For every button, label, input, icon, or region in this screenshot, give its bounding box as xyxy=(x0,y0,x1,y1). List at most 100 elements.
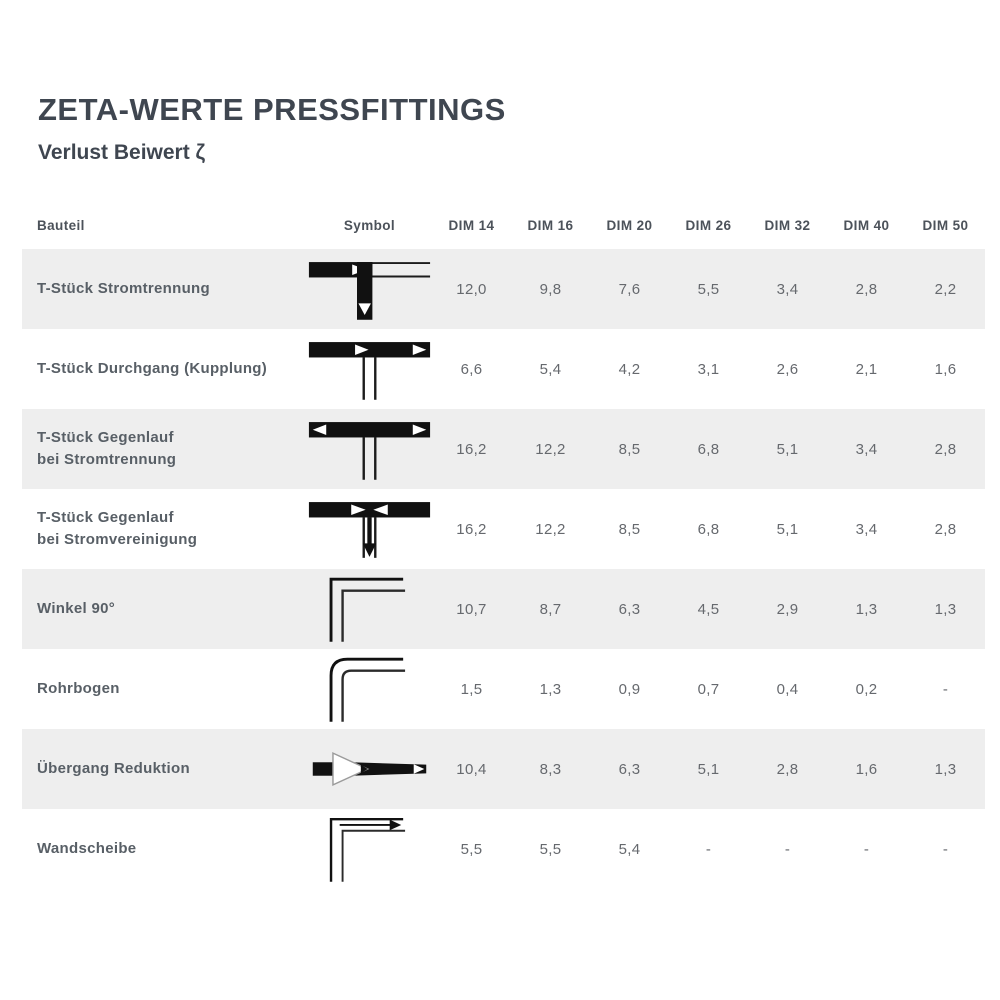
value-cell: 1,3 xyxy=(855,600,878,618)
tee-flow-split-icon xyxy=(308,262,431,320)
value-cell: 8,5 xyxy=(618,440,641,458)
column-header-dim-50: DIM 50 xyxy=(922,217,969,233)
value-cell: 16,2 xyxy=(456,520,487,538)
value-cell: 6,8 xyxy=(697,440,720,458)
table-row: Winkel 90° 10,7 8,7 6,3 4,5 2,9 1,3 1,3 xyxy=(22,569,985,649)
value-cell: 3,4 xyxy=(855,440,878,458)
value-cell: - xyxy=(705,840,712,858)
component-name: T-Stück Durchgang (Kupplung) xyxy=(37,360,268,378)
value-cell: 12,0 xyxy=(456,280,487,298)
pipe-bend-icon xyxy=(329,657,406,722)
table-row: T-Stück Stromtrennung 12,0 9,8 7,6 5,5 3,4 2,… xyxy=(22,249,985,329)
value-cell: 3,4 xyxy=(776,280,799,298)
page-header: ZETA-WERTE PRESSFITTINGS Verlust Beiwert… xyxy=(38,92,1000,165)
value-cell: 0,4 xyxy=(776,680,799,698)
value-cell: 5,4 xyxy=(618,840,641,858)
value-cell: 9,8 xyxy=(539,280,562,298)
table-body: T-Stück Stromtrennung 12,0 9,8 7,6 5,5 3,4 2,… xyxy=(22,249,985,889)
component-name: T-Stück Stromtrennung xyxy=(37,280,210,298)
page-title: ZETA-WERTE PRESSFITTINGS xyxy=(38,92,506,127)
value-cell: 0,7 xyxy=(697,680,720,698)
tee-counterflow-merge-icon xyxy=(308,502,431,558)
table-row: T-Stück Gegenlauf bei Stromtrennung 16,2… xyxy=(22,409,985,489)
value-cell: 6,3 xyxy=(618,600,641,618)
wall-plate-elbow-icon xyxy=(329,817,406,882)
page-subtitle: Verlust Beiwert ζ xyxy=(38,141,206,164)
value-cell: - xyxy=(784,840,791,858)
value-cell: 1,3 xyxy=(934,760,957,778)
column-header-dim-26: DIM 26 xyxy=(685,217,732,233)
table-row: T-Stück Durchgang (Kupplung) 6,6 5,4 4,2 3,… xyxy=(22,329,985,409)
column-header-dim-40: DIM 40 xyxy=(843,217,890,233)
column-header-symbol: Symbol xyxy=(343,217,396,233)
value-cell: 7,6 xyxy=(618,280,641,298)
table-header-row: Bauteil Symbol DIM 14 DIM 16 DIM 20 DIM 26 DIM… xyxy=(22,201,985,249)
value-cell: 1,6 xyxy=(934,360,957,378)
value-cell: 16,2 xyxy=(456,440,487,458)
zeta-values-table: Bauteil Symbol DIM 14 DIM 16 DIM 20 DIM 26 DIM… xyxy=(22,201,985,889)
value-cell: 2,8 xyxy=(934,520,957,538)
symbol-cell xyxy=(307,729,432,809)
symbol-cell xyxy=(307,409,432,489)
value-cell: 2,2 xyxy=(934,280,957,298)
value-cell: 3,4 xyxy=(855,520,878,538)
component-name: T-Stück Gegenlauf bei Stromvereinigung xyxy=(37,509,198,548)
value-cell: 4,5 xyxy=(697,600,720,618)
symbol-cell xyxy=(307,249,432,329)
value-cell: 5,5 xyxy=(460,840,483,858)
symbol-cell xyxy=(307,489,432,569)
tee-flow-through-icon xyxy=(308,342,431,400)
component-name: Übergang Reduktion xyxy=(37,760,190,778)
table-row: Übergang Reduktion 10,4 8,3 6,3 5,1 2,8 1,6 1,… xyxy=(22,729,985,809)
table-row: Rohrbogen 1,5 1,3 0,9 0,7 0,4 0,2 - xyxy=(22,649,985,729)
value-cell: 2,8 xyxy=(934,440,957,458)
value-cell: 6,8 xyxy=(697,520,720,538)
component-name: Wandscheibe xyxy=(37,840,137,858)
tee-counterflow-split-icon xyxy=(308,422,431,480)
value-cell: 0,9 xyxy=(618,680,641,698)
component-name: Rohrbogen xyxy=(37,680,120,698)
value-cell: - xyxy=(942,680,949,698)
value-cell: 5,4 xyxy=(539,360,562,378)
reducer-icon xyxy=(312,752,427,786)
component-name: Winkel 90° xyxy=(37,600,116,618)
value-cell: 8,7 xyxy=(539,600,562,618)
symbol-cell xyxy=(307,329,432,409)
value-cell: - xyxy=(863,840,870,858)
symbol-cell xyxy=(307,569,432,649)
elbow-90-icon xyxy=(329,577,406,642)
symbol-cell xyxy=(307,809,432,889)
value-cell: 2,8 xyxy=(855,280,878,298)
value-cell: 10,4 xyxy=(456,760,487,778)
value-cell: 2,8 xyxy=(776,760,799,778)
value-cell: 12,2 xyxy=(535,440,566,458)
column-header-dim-16: DIM 16 xyxy=(527,217,574,233)
value-cell: 8,5 xyxy=(618,520,641,538)
value-cell: - xyxy=(942,840,949,858)
value-cell: 2,1 xyxy=(855,360,878,378)
table-row: T-Stück Gegenlauf bei Stromvereinigung 1… xyxy=(22,489,985,569)
column-header-bauteil: Bauteil xyxy=(37,217,85,233)
column-header-dim-32: DIM 32 xyxy=(764,217,811,233)
value-cell: 5,1 xyxy=(776,520,799,538)
value-cell: 5,1 xyxy=(776,440,799,458)
value-cell: 5,5 xyxy=(697,280,720,298)
column-header-dim-14: DIM 14 xyxy=(448,217,495,233)
value-cell: 1,3 xyxy=(539,680,562,698)
value-cell: 6,3 xyxy=(618,760,641,778)
table-row: Wandscheibe 5,5 5,5 5,4 - - - - xyxy=(22,809,985,889)
value-cell: 2,9 xyxy=(776,600,799,618)
value-cell: 1,5 xyxy=(460,680,483,698)
value-cell: 4,2 xyxy=(618,360,641,378)
value-cell: 1,6 xyxy=(855,760,878,778)
value-cell: 5,1 xyxy=(697,760,720,778)
symbol-cell xyxy=(307,649,432,729)
value-cell: 3,1 xyxy=(697,360,720,378)
value-cell: 10,7 xyxy=(456,600,487,618)
table-header: Bauteil Symbol DIM 14 DIM 16 DIM 20 DIM 26 DIM… xyxy=(22,201,985,249)
value-cell: 0,2 xyxy=(855,680,878,698)
value-cell: 8,3 xyxy=(539,760,562,778)
value-cell: 12,2 xyxy=(535,520,566,538)
component-name: T-Stück Gegenlauf bei Stromtrennung xyxy=(37,429,177,468)
column-header-dim-20: DIM 20 xyxy=(606,217,653,233)
